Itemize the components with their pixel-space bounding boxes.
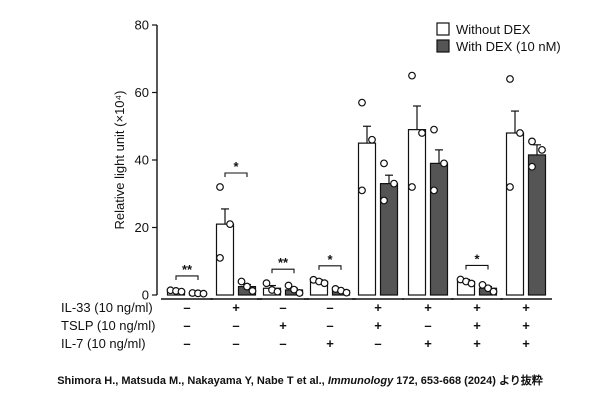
significance-bracket <box>175 275 199 280</box>
data-point <box>273 287 282 296</box>
condition-value: – <box>374 336 381 351</box>
legend-swatch <box>436 39 450 53</box>
significance-marker: ** <box>278 255 289 270</box>
condition-value: – <box>326 300 333 315</box>
caption-authors: Shimora H., Matsuda M., Nakayama Y, Nabe… <box>57 375 328 387</box>
data-point <box>358 98 366 107</box>
significance-bracket <box>465 264 489 270</box>
condition-value: – <box>183 318 190 333</box>
y-tick-label: 80 <box>135 18 149 33</box>
condition-value: + <box>522 336 530 351</box>
data-point <box>237 277 246 286</box>
significance-marker: * <box>327 252 333 267</box>
condition-value: + <box>473 318 481 333</box>
y-tick-label: 40 <box>135 153 149 168</box>
data-point <box>418 129 426 137</box>
data-point <box>489 287 498 296</box>
data-point <box>467 279 476 288</box>
condition-label: TSLP (10 ng/ml) <box>61 318 155 333</box>
data-point <box>262 279 271 288</box>
condition-value: + <box>424 300 432 315</box>
data-point <box>430 186 438 195</box>
condition-value: – <box>279 336 286 351</box>
data-point <box>243 282 251 291</box>
data-point <box>408 71 416 80</box>
condition-value: + <box>473 336 481 351</box>
y-tick-label: 20 <box>135 220 149 235</box>
bar-with-dex <box>527 154 547 296</box>
condition-value: – <box>326 318 333 333</box>
data-point <box>216 253 224 262</box>
data-point <box>177 287 186 296</box>
condition-value: – <box>232 318 239 333</box>
y-tick-label: 60 <box>135 85 149 100</box>
caption-journal: Immunology <box>327 375 394 387</box>
condition-label: IL-7 (10 ng/ml) <box>61 336 146 351</box>
condition-value: + <box>326 336 334 351</box>
legend-swatch <box>436 22 450 36</box>
y-tick-label: 0 <box>142 288 149 303</box>
bar-without-dex <box>505 132 525 296</box>
condition-value: + <box>522 318 530 333</box>
data-point <box>216 183 224 191</box>
data-point <box>380 159 388 168</box>
data-point <box>408 183 416 191</box>
data-point <box>368 135 376 144</box>
condition-value: – <box>183 300 190 315</box>
data-point <box>528 137 536 146</box>
condition-value: + <box>374 300 382 315</box>
data-point <box>199 289 208 298</box>
data-point <box>390 179 398 188</box>
data-point <box>320 279 329 288</box>
bar-without-dex <box>357 142 377 296</box>
bar-with-dex <box>429 162 449 296</box>
legend-label: With DEX (10 nM) <box>456 39 561 54</box>
data-point <box>440 159 448 168</box>
data-point <box>290 285 298 294</box>
significance-marker: ** <box>182 262 193 277</box>
condition-value: + <box>279 318 287 333</box>
data-point <box>380 196 388 205</box>
data-point <box>342 288 351 297</box>
data-point <box>430 125 438 134</box>
condition-label: IL-33 (10 ng/ml) <box>61 300 153 315</box>
condition-value: + <box>522 300 530 315</box>
data-point <box>248 287 257 295</box>
condition-value: + <box>374 318 382 333</box>
y-axis-label: Relative light unit (×10⁴) <box>112 91 127 230</box>
significance-bracket <box>224 172 248 177</box>
data-point <box>538 145 546 154</box>
legend-label: Without DEX <box>456 22 531 37</box>
data-point <box>484 284 492 293</box>
condition-value: – <box>183 336 190 351</box>
significance-bracket <box>271 268 295 274</box>
data-point <box>506 75 514 83</box>
bar-without-dex <box>407 129 427 296</box>
data-point <box>358 186 366 195</box>
significance-marker: * <box>233 159 239 174</box>
caption-citation: 172, 653-668 (2024) より抜粋 <box>393 375 543 387</box>
data-point <box>506 183 514 191</box>
condition-value: + <box>424 336 432 351</box>
figure-caption: Shimora H., Matsuda M., Nakayama Y, Nabe… <box>0 372 600 388</box>
condition-value: – <box>279 300 286 315</box>
data-point <box>478 280 487 289</box>
condition-value: – <box>424 318 431 333</box>
data-point <box>284 281 293 290</box>
data-point <box>295 289 304 297</box>
significance-marker: * <box>474 251 480 266</box>
data-point <box>226 220 234 229</box>
condition-value: + <box>473 300 481 315</box>
condition-value: – <box>232 336 239 351</box>
condition-value: + <box>232 300 240 315</box>
data-point <box>528 162 536 171</box>
significance-bracket <box>318 265 342 270</box>
data-point <box>516 129 524 137</box>
